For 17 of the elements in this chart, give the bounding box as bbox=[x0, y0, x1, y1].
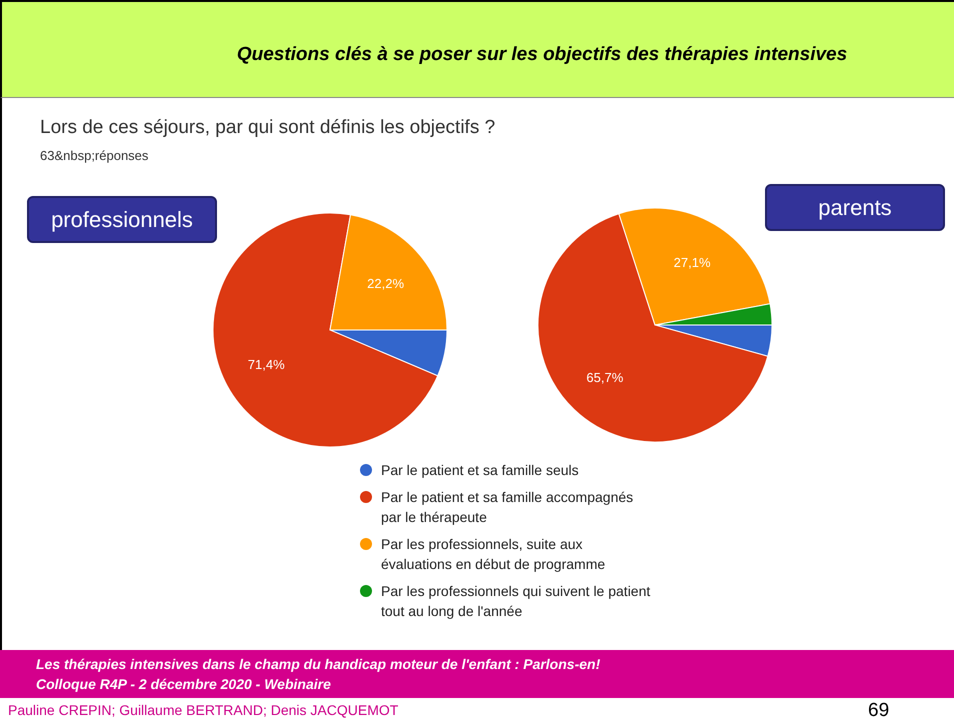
text: Questions clés à se poser sur les objectifs des thérapies intensives bbox=[236, 44, 848, 66]
legend-label: Par les professionnels, suite aux évaluations en début de programme bbox=[381, 535, 606, 574]
data-label: 65,7% bbox=[586, 370, 624, 385]
text: 63&nbsp;réponses bbox=[40, 148, 148, 163]
data-label: 22,2% bbox=[367, 276, 404, 291]
chart-title: professionnels bbox=[27, 196, 217, 243]
data-label: 71,4% bbox=[248, 357, 286, 372]
legend-label: Par les professionnels qui suivent le patient tout au long de l'année bbox=[381, 582, 652, 621]
legend-label: Par le patient et sa famille accompagnés par le thérapeute bbox=[381, 488, 634, 527]
text: Colloque R4P - 2 décembre 2020 - Webinaire bbox=[36, 676, 331, 692]
text: parents bbox=[765, 184, 945, 231]
text: Les thérapies intensives dans le champ du handicap moteur de l'enfant : Parlons-en! bbox=[36, 656, 600, 672]
text: 69 bbox=[868, 700, 890, 722]
legend-label: Par le patient et sa famille seuls bbox=[381, 461, 580, 480]
text: Lors de ces séjours, par qui sont définis les objectifs ? bbox=[40, 117, 496, 139]
text: Pauline CREPIN; Guillaume BERTRAND; Denis JACQUEMOT bbox=[8, 702, 398, 718]
data-label: 27,1% bbox=[674, 255, 711, 270]
